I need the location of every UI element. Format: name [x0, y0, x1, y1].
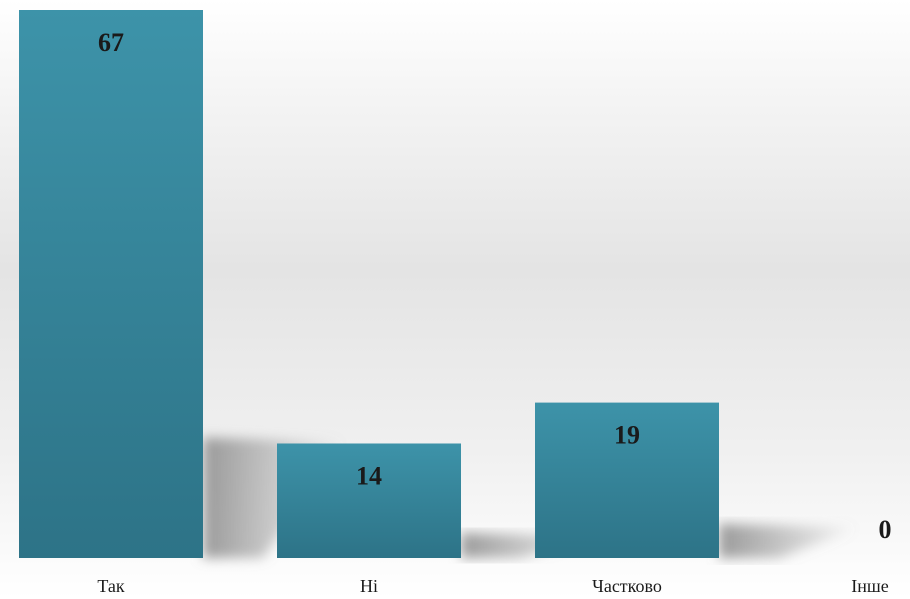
value-labels: 67 14 19 0	[98, 28, 892, 544]
bars	[19, 10, 719, 558]
bar-value-label: 14	[356, 461, 382, 490]
x-tick-label: Ні	[360, 576, 378, 596]
bar	[535, 402, 719, 558]
bar-shadow	[719, 523, 859, 558]
x-tick-label: Інше	[851, 576, 888, 596]
x-tick-label: Частково	[592, 576, 662, 596]
bar-value-label: 67	[98, 28, 124, 57]
x-axis-tick-labels: Так Ні Частково Інше	[97, 576, 888, 596]
bar-value-label: 19	[614, 421, 640, 450]
bar	[19, 10, 203, 558]
x-tick-label: Так	[97, 576, 125, 596]
bar-value-label: 0	[879, 515, 892, 544]
bar	[277, 443, 461, 558]
